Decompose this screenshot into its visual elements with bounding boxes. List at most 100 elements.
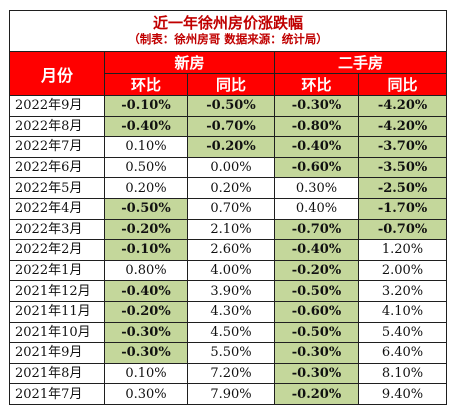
table-row: 2022年1月 0.80% 4.00% -0.20% 2.00%: [9, 259, 448, 282]
price-change-table: 近一年徐州房价涨跌幅 （制表：徐州房哥 数据来源：统计局） 月份 新房 二手房 …: [8, 10, 448, 405]
new-house-mom-cell: -0.20%: [104, 218, 188, 241]
new-house-mom-cell: -0.30%: [104, 342, 188, 364]
second-hand-yoy-cell: 3.20%: [357, 280, 448, 302]
second-hand-yoy-cell: -4.20%: [357, 115, 448, 138]
new-house-mom-cell: -0.30%: [104, 321, 188, 344]
new-house-mom-cell: 0.30%: [104, 383, 188, 405]
table-title-cell: 近一年徐州房价涨跌幅 （制表：徐州房哥 数据来源：统计局）: [8, 10, 448, 52]
second-hand-mom-cell: -0.40%: [274, 136, 359, 158]
table-row: 2022年7月 0.10% -0.20% -0.40% -3.70%: [9, 136, 448, 158]
month-cell: 2022年7月: [9, 136, 105, 158]
table-row: 2021年7月 0.30% 7.90% -0.20% 9.40%: [9, 383, 448, 405]
second-hand-mom-cell: -0.50%: [274, 321, 359, 344]
table-subtitle: （制表：徐州房哥 数据来源：统计局）: [128, 32, 328, 46]
new-house-mom-cell: -0.20%: [104, 300, 188, 323]
table-row: 2022年2月 -0.10% 2.60% -0.40% 1.20%: [9, 239, 448, 261]
second-hand-mom-cell: -0.30%: [274, 362, 359, 385]
new-house-mom-cell: 0.50%: [104, 156, 188, 179]
new-house-mom-cell: 0.10%: [104, 136, 188, 158]
table-row: 2021年11月 -0.20% 4.30% -0.60% 4.10%: [9, 300, 448, 323]
month-cell: 2021年10月: [9, 321, 105, 344]
month-cell: 2021年9月: [9, 342, 105, 364]
month-cell: 2022年9月: [9, 95, 105, 117]
second-hand-mom-cell: -0.30%: [274, 95, 359, 117]
header-old-mom: 环比: [274, 73, 359, 96]
new-house-yoy-cell: 4.30%: [187, 300, 275, 323]
month-cell: 2022年6月: [9, 156, 105, 179]
second-hand-mom-cell: -0.20%: [274, 259, 359, 282]
second-hand-mom-cell: -0.60%: [274, 156, 359, 179]
table-row: 2022年3月 -0.20% 2.10% -0.70% -0.70%: [9, 218, 448, 241]
second-hand-yoy-cell: -3.50%: [357, 156, 448, 179]
second-hand-yoy-cell: 8.10%: [357, 362, 448, 385]
new-house-yoy-cell: 0.00%: [187, 156, 275, 179]
second-hand-yoy-cell: -1.70%: [357, 197, 448, 220]
new-house-mom-cell: -0.40%: [104, 280, 188, 302]
second-hand-mom-cell: 0.40%: [274, 197, 359, 220]
second-hand-mom-cell: 0.30%: [274, 177, 359, 199]
month-cell: 2022年2月: [9, 239, 105, 261]
new-house-mom-cell: 0.20%: [104, 177, 188, 199]
new-house-yoy-cell: 0.70%: [187, 197, 275, 220]
second-hand-yoy-cell: 4.10%: [357, 300, 448, 323]
table-row: 2021年8月 0.10% 7.20% -0.30% 8.10%: [9, 362, 448, 385]
header-old-yoy: 同比: [357, 73, 448, 96]
month-cell: 2021年8月: [9, 362, 105, 385]
second-hand-mom-cell: -0.80%: [274, 115, 359, 138]
header-new-yoy: 同比: [187, 73, 275, 96]
header-second-hand: 二手房: [273, 51, 448, 74]
second-hand-yoy-cell: 6.40%: [357, 342, 448, 364]
second-hand-mom-cell: -0.50%: [274, 280, 359, 302]
second-hand-yoy-cell: 1.20%: [357, 239, 448, 261]
new-house-mom-cell: -0.50%: [104, 197, 188, 220]
table-row: 2022年6月 0.50% 0.00% -0.60% -3.50%: [9, 156, 448, 179]
new-house-yoy-cell: 4.00%: [187, 259, 275, 282]
month-cell: 2021年11月: [9, 300, 105, 323]
new-house-yoy-cell: 7.20%: [187, 362, 275, 385]
new-house-mom-cell: -0.10%: [104, 239, 188, 261]
second-hand-yoy-cell: 5.40%: [357, 321, 448, 344]
second-hand-yoy-cell: 9.40%: [357, 383, 448, 405]
second-hand-mom-cell: -0.30%: [274, 342, 359, 364]
second-hand-yoy-cell: -4.20%: [357, 95, 448, 117]
second-hand-yoy-cell: -3.70%: [357, 136, 448, 158]
table-title: 近一年徐州房价涨跌幅: [153, 14, 304, 32]
table-row: 2021年9月 -0.30% 5.50% -0.30% 6.40%: [9, 342, 448, 364]
new-house-mom-cell: -0.40%: [104, 115, 188, 138]
table-row: 2022年5月 0.20% 0.20% 0.30% -2.50%: [9, 177, 448, 199]
new-house-yoy-cell: 2.60%: [187, 239, 275, 261]
second-hand-mom-cell: -0.40%: [274, 239, 359, 261]
month-cell: 2021年7月: [9, 383, 105, 405]
header-new-house: 新房: [104, 51, 275, 74]
second-hand-mom-cell: -0.70%: [274, 218, 359, 241]
table-row: 2022年4月 -0.50% 0.70% 0.40% -1.70%: [9, 197, 448, 220]
second-hand-mom-cell: -0.20%: [274, 383, 359, 405]
header-month: 月份: [9, 51, 105, 96]
new-house-yoy-cell: 2.10%: [187, 218, 275, 241]
table-body: 2022年9月 -0.10% -0.50% -0.30% -4.20% 2022年8月 -0…: [9, 95, 448, 405]
new-house-yoy-cell: -0.20%: [187, 136, 275, 158]
second-hand-yoy-cell: -2.50%: [357, 177, 448, 199]
new-house-mom-cell: -0.10%: [104, 95, 188, 117]
new-house-yoy-cell: 3.90%: [187, 280, 275, 302]
month-cell: 2022年8月: [9, 115, 105, 138]
second-hand-yoy-cell: -0.70%: [357, 218, 448, 241]
month-cell: 2021年12月: [9, 280, 105, 302]
new-house-yoy-cell: 4.50%: [187, 321, 275, 344]
new-house-yoy-cell: 7.90%: [187, 383, 275, 405]
table-row: 2022年9月 -0.10% -0.50% -0.30% -4.20%: [9, 95, 448, 117]
second-hand-mom-cell: -0.60%: [274, 300, 359, 323]
header-new-mom: 环比: [104, 73, 188, 96]
table-row: 2021年10月 -0.30% 4.50% -0.50% 5.40%: [9, 321, 448, 344]
month-cell: 2022年3月: [9, 218, 105, 241]
month-cell: 2022年1月: [9, 259, 105, 282]
new-house-yoy-cell: -0.70%: [187, 115, 275, 138]
table-row: 2021年12月 -0.40% 3.90% -0.50% 3.20%: [9, 280, 448, 302]
table-row: 2022年8月 -0.40% -0.70% -0.80% -4.20%: [9, 115, 448, 138]
new-house-yoy-cell: 0.20%: [187, 177, 275, 199]
month-cell: 2022年4月: [9, 197, 105, 220]
second-hand-yoy-cell: 2.00%: [357, 259, 448, 282]
month-cell: 2022年5月: [9, 177, 105, 199]
new-house-yoy-cell: -0.50%: [187, 95, 275, 117]
new-house-yoy-cell: 5.50%: [187, 342, 275, 364]
